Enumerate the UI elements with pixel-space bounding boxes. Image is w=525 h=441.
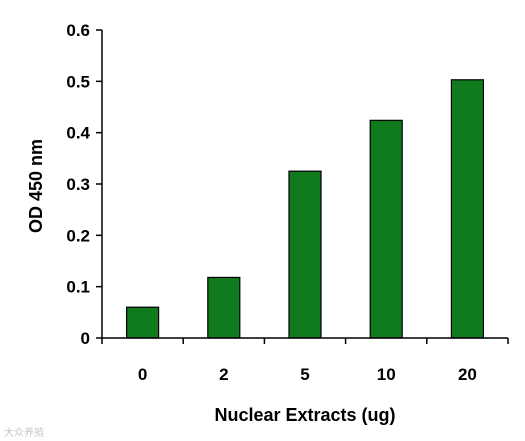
x-tick-label: 10 xyxy=(377,365,396,384)
y-axis-title: OD 450 nm xyxy=(26,139,46,233)
y-tick-label: 0.4 xyxy=(66,124,90,143)
x-tick-label: 5 xyxy=(300,365,309,384)
bars xyxy=(125,79,484,339)
bar-5 xyxy=(288,170,322,339)
bar-20 xyxy=(450,79,484,339)
watermark: 大众养殖 xyxy=(4,428,44,439)
y-tick-label: 0 xyxy=(81,329,90,348)
y-tick-label: 0.6 xyxy=(66,21,90,40)
y-tick-label: 0.1 xyxy=(66,278,90,297)
y-tick-label: 0.2 xyxy=(66,226,90,245)
x-axis-title: Nuclear Extracts (ug) xyxy=(214,405,395,425)
y-tick-label: 0.5 xyxy=(66,72,90,91)
y-axis-ticks: 0 0.1 0.2 0.3 0.4 0.5 0.6 xyxy=(66,21,102,348)
bar-0 xyxy=(125,306,160,339)
x-axis-tick-labels: 0 2 5 10 20 xyxy=(101,338,509,384)
x-tick-label: 20 xyxy=(458,365,477,384)
x-tick-label: 0 xyxy=(138,365,147,384)
x-tick-label: 2 xyxy=(219,365,228,384)
bar-10 xyxy=(369,119,403,339)
y-tick-label: 0.3 xyxy=(66,175,90,194)
bar-2 xyxy=(207,276,241,339)
